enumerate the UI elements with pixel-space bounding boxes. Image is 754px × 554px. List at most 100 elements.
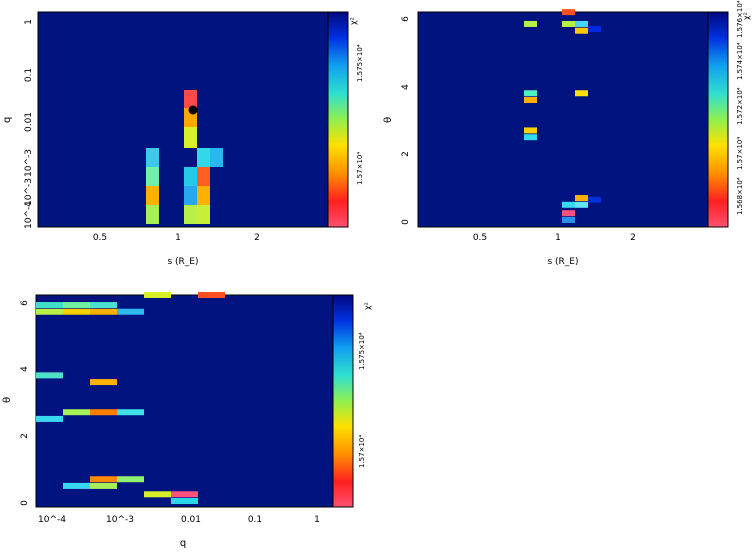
- panel3-cell-11: [90, 409, 117, 416]
- panel3-cell-1: [63, 308, 90, 315]
- panel1-cell-0: [146, 148, 159, 167]
- panel3-xtick-2: 0.01: [181, 515, 201, 525]
- panel3-cell-16: [117, 476, 144, 483]
- panel3-cbar-tick-0: 1.575×10⁴: [358, 332, 366, 370]
- panel1-ytick-3: 10^-3: [24, 149, 34, 177]
- panel2-plot-area: [417, 11, 709, 228]
- panel2-cell-8: [562, 210, 575, 217]
- panel1-ylabel: q: [2, 117, 13, 123]
- panel2-cell-16: [588, 196, 601, 203]
- panel3-cells: [36, 291, 225, 504]
- panel2-ytick-0: 0: [401, 219, 411, 225]
- panel1-cell-13: [197, 167, 210, 186]
- panel3-cell-18: [171, 491, 198, 498]
- panel3-cell-5: [63, 302, 90, 309]
- panel3-colorbar: [332, 294, 354, 508]
- panel3-ytick-2: 4: [20, 366, 30, 372]
- panel1-xtick-0: 0.5: [93, 233, 107, 243]
- panel1-ytick-1: 0.1: [24, 68, 34, 82]
- panel2-cell-7: [562, 201, 575, 208]
- panel2-cells: [524, 9, 601, 223]
- panel1-xtick-2: 2: [254, 233, 260, 243]
- panel2-cell-6: [562, 20, 575, 27]
- panel1-cell-1: [146, 167, 159, 186]
- panel2-cbar-tick-3: 1.574×10⁴: [736, 42, 744, 80]
- panel2-cell-5: [562, 9, 575, 16]
- panel3-cell-12: [117, 409, 144, 416]
- panel3-cell-21: [198, 291, 225, 298]
- panel2-cell-12: [575, 90, 588, 97]
- panel1-ytick-2: 0.01: [24, 112, 34, 132]
- panel2-xtick-0: 0.5: [473, 233, 487, 243]
- panel3-xlabel: q: [180, 538, 186, 549]
- panel1-cell-14: [197, 186, 210, 205]
- panel3-cell-13: [63, 482, 90, 489]
- panel2-cell-15: [588, 26, 601, 33]
- panel2-colorbar: [707, 11, 729, 228]
- panel1-cbar-tick-0: 1.575×10⁴: [356, 44, 364, 82]
- panel2-cell-11: [575, 27, 588, 34]
- panel3-cbar-tick-1: 1.57×10⁴: [358, 435, 366, 468]
- panel1-cell-11: [184, 205, 197, 224]
- panel2-cell-3: [524, 127, 537, 134]
- panel3-cell-8: [90, 379, 117, 386]
- best-fit-marker: [188, 105, 198, 115]
- panel3-cell-4: [36, 302, 63, 309]
- panel3-ytick-1: 2: [20, 433, 30, 439]
- panel2-xlabel: s (R_E): [547, 257, 578, 267]
- panel1-xtick-1: 1: [175, 233, 181, 243]
- panel2-cell-1: [524, 90, 537, 97]
- panel2-cell-10: [575, 20, 588, 27]
- panel-s-q: χ² 1.575×10⁴ 1.57×10⁴ 0.5 1 2 1 0.1 0.01…: [2, 11, 364, 267]
- panel-s-theta: χ² 1.568×10⁴ 1.57×10⁴ 1.572×10⁴ 1.574×10…: [383, 0, 751, 267]
- panel1-plot-area: [37, 11, 329, 228]
- panel1-colorbar-label: χ²: [349, 17, 358, 25]
- panel3-xtick-4: 1: [314, 515, 320, 525]
- panel2-xtick-2: 2: [630, 233, 636, 243]
- panel1-cell-2: [146, 186, 159, 205]
- panel2-cbar-tick-2: 1.572×10⁴: [736, 87, 744, 125]
- panel2-cell-0: [524, 20, 537, 27]
- panel2-ylabel: θ: [383, 117, 394, 123]
- panel1-cell-4: [146, 205, 159, 224]
- panel3-cell-10: [63, 409, 90, 416]
- panel-q-theta: χ² 1.575×10⁴ 1.57×10⁴ 10^-4 10^-3 0.01 0…: [2, 291, 372, 549]
- panel3-cell-0: [36, 308, 63, 315]
- panel3-cell-7: [36, 372, 63, 379]
- panel2-ytick-1: 2: [401, 151, 411, 157]
- panel3-plot-area: [35, 294, 334, 508]
- panel3-cell-9: [36, 415, 63, 422]
- panel3-colorbar-label: χ²: [363, 302, 372, 310]
- panel1-ytick-4: 10^-3: [24, 178, 34, 206]
- panel3-ytick-0: 0: [20, 500, 30, 506]
- panel1-colorbar: [327, 11, 349, 228]
- panel1-cell-7: [184, 127, 197, 148]
- panel1-xlabel: s (R_E): [167, 257, 198, 267]
- panel3-xtick-1: 10^-3: [106, 515, 134, 525]
- panel2-cbar-tick-4: 1.576×10⁴: [736, 0, 744, 38]
- panel1-ytick-0: 1: [24, 19, 34, 25]
- panel2-cbar-tick-0: 1.568×10⁴: [736, 177, 744, 215]
- panel1-cbar-tick-1: 1.57×10⁴: [356, 152, 364, 185]
- panel1-cells: [146, 90, 223, 224]
- panel2-colorbar-label: χ²: [742, 12, 751, 20]
- panel2-cbar-tick-1: 1.57×10⁴: [736, 137, 744, 170]
- panel3-xtick-3: 0.1: [248, 515, 262, 525]
- panel2-ytick-2: 4: [401, 84, 411, 90]
- panel2-cell-2: [524, 97, 537, 104]
- panel3-cell-20: [144, 291, 171, 298]
- panel1-cell-16: [210, 148, 223, 167]
- panel2-cell-4: [524, 134, 537, 141]
- panel3-cell-6: [90, 302, 117, 309]
- panel3-cell-14: [90, 482, 117, 489]
- panel3-xtick-0: 10^-4: [38, 515, 66, 525]
- panel3-ylabel: θ: [2, 397, 13, 403]
- panel2-cell-9: [562, 217, 575, 223]
- panel1-cell-15: [197, 205, 210, 224]
- panel2-cell-14: [575, 201, 588, 208]
- panel3-cell-15: [90, 476, 117, 483]
- panel1-cell-8: [184, 167, 197, 186]
- panel1-cell-9: [184, 186, 197, 205]
- panel2-ytick-3: 6: [401, 16, 411, 22]
